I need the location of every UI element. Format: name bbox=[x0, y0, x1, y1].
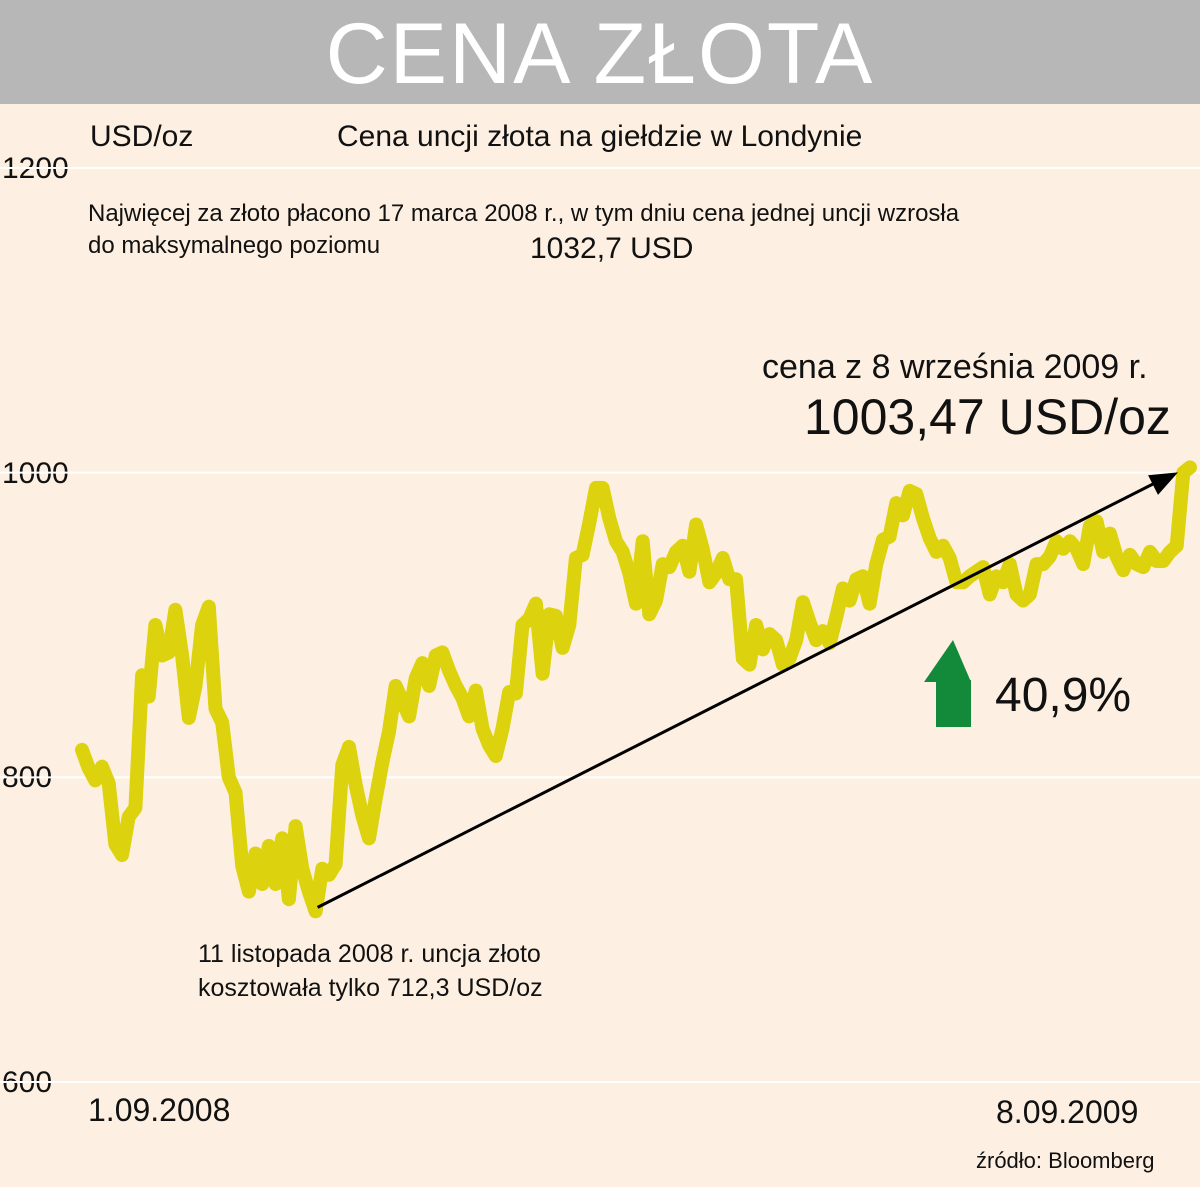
y-axis-unit-label: USD/oz bbox=[90, 120, 194, 153]
trend-arrow-head bbox=[1148, 472, 1178, 495]
trend-arrow-line bbox=[316, 477, 1165, 909]
last-price-label: cena z 8 września 2009 r. bbox=[762, 348, 1148, 386]
max-price-value: 1032,7 USD bbox=[530, 232, 694, 265]
min-price-note-line1: 11 listopada 2008 r. uncja złoto bbox=[198, 940, 541, 968]
x-start-date: 1.09.2008 bbox=[88, 1092, 231, 1128]
price-line bbox=[75, 460, 1197, 919]
last-price-value: 1003,47 USD/oz bbox=[804, 389, 1171, 445]
x-end-date: 8.09.2009 bbox=[996, 1094, 1139, 1130]
up-arrow-icon-head bbox=[924, 640, 971, 682]
page-title: CENA ZŁOTA bbox=[325, 6, 875, 102]
title-banner: CENA ZŁOTA bbox=[0, 0, 1200, 104]
chart-subtitle: Cena uncji złota na giełdzie w Londynie bbox=[337, 120, 863, 153]
min-price-note-line2: kosztowała tylko 712,3 USD/oz bbox=[198, 974, 543, 1002]
up-arrow-icon-shaft bbox=[936, 680, 971, 727]
max-price-note: Najwięcej za złoto płacono 17 marca 2008… bbox=[88, 200, 960, 259]
change-percent: 40,9% bbox=[995, 669, 1132, 722]
min-price-note: 11 listopada 2008 r. uncja złoto kosztow… bbox=[198, 937, 543, 1005]
source-note: źródło: Bloomberg bbox=[976, 1148, 1155, 1173]
